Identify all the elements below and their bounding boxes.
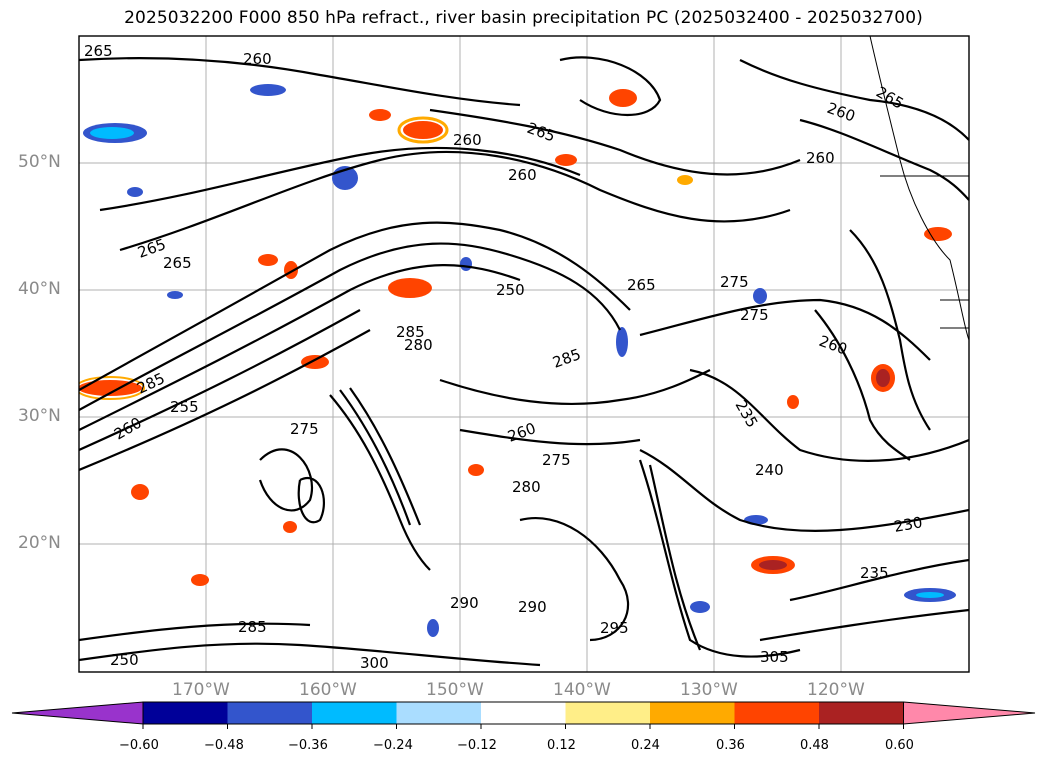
contour-label: 290: [518, 598, 547, 616]
colorbar-tick-label: −0.24: [373, 738, 413, 753]
colorbar-bin: [227, 702, 312, 724]
coastline: [869, 36, 969, 341]
colorbar-tick-label: −0.12: [457, 738, 497, 753]
lat-label: 20°N: [18, 533, 61, 553]
contour-label: 275: [740, 306, 769, 324]
lon-label: 150°W: [426, 680, 484, 700]
colorbar-tick-label: 0.12: [547, 738, 576, 753]
contour-label: 265: [163, 254, 192, 272]
colorbar-tick-label: −0.60: [119, 738, 159, 753]
contour-label: 260: [806, 149, 835, 167]
lon-label: 140°W: [553, 680, 611, 700]
contour-label: 250: [496, 281, 525, 299]
lon-label: 160°W: [299, 680, 357, 700]
contour-label: 305: [760, 648, 789, 666]
colorbar-bin: [481, 702, 566, 724]
lat-label: 40°N: [18, 279, 61, 299]
colorbar-bin: [396, 702, 481, 724]
colorbar-tick-label: 0.24: [631, 738, 660, 753]
contour-label: 260: [508, 166, 537, 184]
colorbar-tick-label: 0.48: [800, 738, 829, 753]
colorbar-extend-low: [11, 701, 144, 725]
lon-label: 130°W: [680, 680, 738, 700]
plot-area: [79, 36, 969, 672]
contour-label: 290: [450, 594, 479, 612]
contour-label: 260: [243, 50, 272, 68]
lat-label: 30°N: [18, 406, 61, 426]
contour-label: 240: [755, 461, 784, 479]
contour-label: 260: [453, 131, 482, 149]
contour-label: 235: [860, 564, 889, 582]
pc-patches: [79, 84, 956, 637]
colorbar-tick-label: 0.36: [716, 738, 745, 753]
contour-label: 280: [404, 336, 433, 354]
contour-label: 285: [238, 618, 267, 636]
contour-label: 295: [600, 619, 629, 637]
contour-label: 265: [627, 276, 656, 294]
refractivity-contours: [79, 56, 969, 667]
contour-label: 275: [720, 273, 749, 291]
colorbar-bin: [819, 702, 904, 724]
colorbar-bin: [312, 702, 397, 724]
lon-label: 170°W: [172, 680, 230, 700]
lat-label: 50°N: [18, 152, 61, 172]
graticule: [79, 36, 969, 672]
contour-label: 275: [542, 451, 571, 469]
colorbar-bin: [734, 702, 819, 724]
contour-label: 265: [84, 42, 113, 60]
contour-label: 230: [893, 513, 924, 536]
contour-label: 280: [512, 478, 541, 496]
colorbar-bin: [565, 702, 650, 724]
contour-label: 300: [360, 654, 389, 672]
colorbar-tick-label: −0.48: [204, 738, 244, 753]
colorbar-tick-label: −0.36: [288, 738, 328, 753]
colorbar-extend-high: [903, 701, 1036, 725]
contour-label: 285: [396, 323, 425, 341]
colorbar-bin: [650, 702, 735, 724]
map-title: 2025032200 F000 850 hPa refract., river …: [124, 8, 923, 28]
lon-label: 120°W: [807, 680, 865, 700]
plot-frame: [78, 35, 970, 673]
contour-label: 275: [290, 420, 319, 438]
colorbar: [11, 701, 1036, 729]
contour-label: 255: [170, 398, 199, 416]
colorbar-tick-label: 0.60: [885, 738, 914, 753]
contour-label: 250: [110, 651, 139, 669]
colorbar-bin: [143, 702, 228, 724]
